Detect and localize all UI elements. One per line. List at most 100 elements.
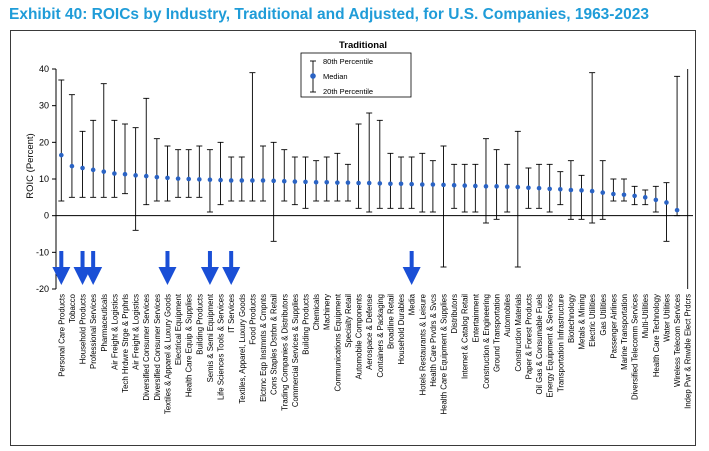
- exhibit-title: Exhibit 40: ROICs by Industry, Tradition…: [9, 6, 649, 23]
- median-point: [112, 171, 117, 176]
- median-point: [526, 185, 531, 191]
- x-tick-label: Indep Pwr & Rnwble Elect Prdcrs: [684, 294, 693, 409]
- median-point: [165, 175, 170, 181]
- x-tick-label: Metals & Mining: [578, 294, 587, 349]
- arrow-shaft: [229, 251, 234, 269]
- down-arrow-icon: [84, 251, 103, 285]
- median-point: [207, 177, 213, 183]
- x-tick-label: Specialty Retail: [344, 294, 353, 348]
- x-tick-label: Professional Services: [89, 294, 98, 369]
- legend-label: 80th Percentile: [323, 57, 373, 66]
- median-point: [154, 174, 160, 180]
- arrow-shaft: [59, 251, 64, 269]
- arrow-shaft: [91, 251, 96, 269]
- median-point: [80, 165, 85, 171]
- median-point: [133, 173, 138, 178]
- median-point: [388, 181, 393, 187]
- median-point: [494, 184, 499, 189]
- y-tick-label: -20: [36, 284, 49, 294]
- x-tick-label: Gas Utilities: [599, 294, 608, 336]
- x-tick-label: Oil Gas & Consumable Fuels: [535, 294, 544, 395]
- y-tick-label: 30: [39, 101, 49, 111]
- x-tick-label: Media: [408, 293, 417, 315]
- x-tick-label: Distributors: [450, 294, 459, 334]
- arrow-shaft: [409, 251, 414, 269]
- arrow-head: [200, 267, 219, 285]
- x-tick-label: Diversified Consumer Services: [142, 294, 151, 401]
- axes: -20 -10 0 10 20 30 40: [36, 64, 693, 294]
- median-point: [281, 178, 287, 184]
- median-point: [483, 184, 489, 189]
- arrow-head: [84, 267, 103, 285]
- x-tick-label: Building Products: [195, 294, 204, 355]
- x-tick-label: Textiles, Apparel, Luxury Goods: [238, 294, 247, 404]
- median-point: [197, 177, 202, 182]
- x-tick-label: Diversified Telecomm Services: [631, 294, 640, 400]
- median-point: [366, 180, 372, 186]
- x-tick-label: Automobile Components: [355, 294, 364, 379]
- y-tick-label: 0: [44, 211, 49, 221]
- y-tick-label: 20: [39, 137, 49, 147]
- median-point: [642, 195, 648, 200]
- x-tick-label: Aerospace & Defense: [365, 294, 374, 370]
- median-point: [568, 187, 574, 193]
- median-point: [239, 178, 245, 183]
- median-point: [600, 190, 606, 195]
- x-tick-label: Health Care Technology: [652, 294, 661, 377]
- x-tick-label: Tobacco: [68, 293, 77, 323]
- x-tick-label: Passenger Airlines: [609, 294, 618, 359]
- arrow-head: [222, 267, 241, 285]
- median-point: [101, 169, 107, 174]
- median-point: [313, 180, 319, 185]
- x-tick-label: Internet & Catalog Retail: [461, 294, 470, 379]
- median-point: [419, 182, 425, 187]
- x-tick-label: Textiles & Apparel & Luxury Goods: [163, 294, 172, 414]
- x-tick-label: Hotels Restaurants & Leisure: [418, 294, 427, 395]
- x-tick-label: Air Freight & Logistics: [132, 294, 141, 370]
- x-tick-label: Household Durables: [397, 294, 406, 365]
- median-point: [589, 188, 595, 194]
- median-point: [218, 177, 223, 183]
- x-tick-label: Pharmaceuticals: [100, 294, 109, 352]
- x-tick-label: Communications Equipment: [333, 293, 342, 391]
- median-point: [175, 176, 181, 181]
- x-tick-labels: Personal Care Products Tobacco Household P…: [57, 293, 692, 414]
- median-point: [579, 188, 584, 193]
- x-tick-label: Commercial Services & Supplies: [291, 294, 300, 407]
- median-point: [122, 171, 128, 177]
- median-point: [356, 180, 361, 186]
- median-point: [504, 184, 510, 189]
- x-tick-label: Biotechnology: [567, 294, 576, 343]
- x-tick-label: Chemicals: [312, 294, 321, 330]
- median-point: [547, 186, 552, 192]
- x-tick-label: Electric Utilities: [588, 294, 597, 347]
- median-point: [409, 181, 414, 187]
- median-point: [430, 182, 436, 187]
- x-tick-label: Personal Care Products: [57, 294, 66, 377]
- median-point: [653, 197, 659, 203]
- x-tick-label: Multi-Utilities: [641, 294, 650, 338]
- median-point: [451, 182, 457, 188]
- chart-title: Traditional: [339, 40, 387, 51]
- median-point: [345, 180, 351, 185]
- median-point: [260, 178, 266, 183]
- median-point: [335, 180, 340, 185]
- x-tick-label: Entertainment: [471, 293, 480, 342]
- median-point: [292, 179, 298, 184]
- median-point: [90, 167, 96, 173]
- arrow-head: [52, 267, 71, 285]
- percentile-bars: [58, 69, 689, 289]
- x-tick-label: Water Utilities: [662, 294, 671, 342]
- x-tick-label: Life Sciences Tools & Services: [217, 294, 226, 400]
- x-tick-label: Ground Transportation: [493, 294, 502, 372]
- median-point: [303, 179, 308, 185]
- median-point: [621, 192, 627, 198]
- y-axis-label: ROIC (Percent): [25, 133, 36, 198]
- median-point: [674, 207, 680, 213]
- x-tick-label: Machinery: [323, 294, 332, 330]
- x-tick-label: Air Freight & Logistics: [110, 294, 119, 370]
- x-tick-label: Construction & Engineering: [482, 294, 491, 389]
- x-tick-label: Semis & Semi Equipment: [206, 293, 215, 382]
- median-point: [324, 180, 330, 185]
- median-point: [271, 178, 276, 184]
